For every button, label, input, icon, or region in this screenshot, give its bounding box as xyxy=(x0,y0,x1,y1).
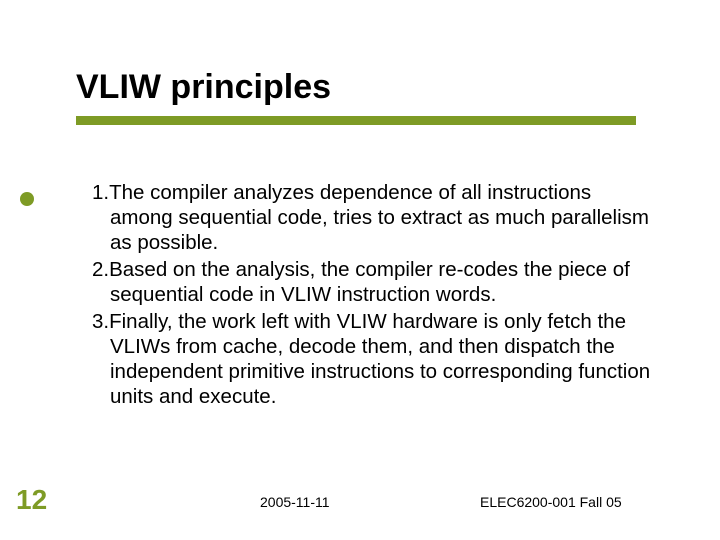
title-underline xyxy=(76,113,656,128)
bullet-dot-icon xyxy=(20,192,34,206)
list-item: 3.Finally, the work left with VLIW hardw… xyxy=(92,309,652,409)
footer-course: ELEC6200-001 Fall 05 xyxy=(480,494,622,510)
list-item: 1.The compiler analyzes dependence of al… xyxy=(92,180,652,255)
underline-bar xyxy=(76,116,636,125)
slide-title: VLIW principles xyxy=(76,68,656,107)
title-block: VLIW principles xyxy=(76,68,656,128)
slide: VLIW principles 1.The compiler analyzes … xyxy=(0,0,720,540)
footer-date: 2005-11-11 xyxy=(260,494,330,510)
list-item: 2.Based on the analysis, the compiler re… xyxy=(92,257,652,307)
page-number: 12 xyxy=(16,484,47,516)
body-text: 1.The compiler analyzes dependence of al… xyxy=(92,180,652,411)
